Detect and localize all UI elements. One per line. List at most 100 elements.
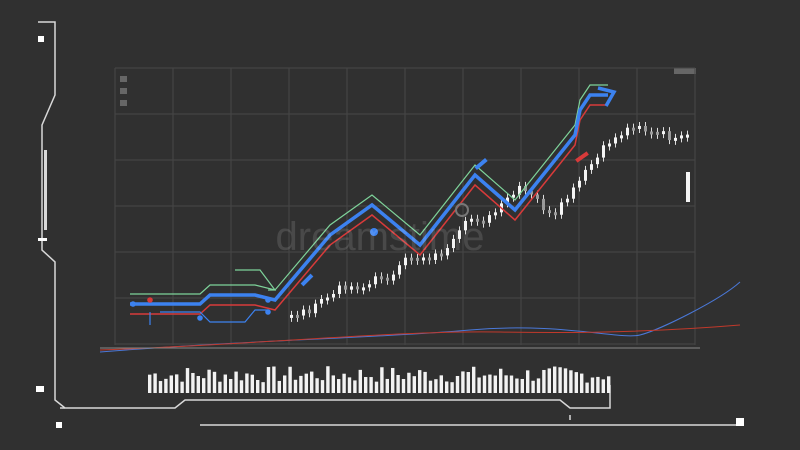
volume-bar bbox=[590, 377, 595, 393]
volume-bar bbox=[185, 368, 190, 393]
volume-bar bbox=[445, 381, 449, 393]
frame bbox=[38, 21, 611, 409]
volume-bar bbox=[596, 376, 600, 393]
candle-body bbox=[638, 125, 641, 129]
volume-bar bbox=[542, 369, 546, 393]
volume-bar bbox=[304, 373, 308, 393]
candle-body bbox=[344, 285, 347, 290]
candle-body bbox=[308, 309, 311, 314]
node bbox=[265, 309, 271, 315]
volume-bar bbox=[331, 375, 335, 393]
candle-body bbox=[566, 198, 569, 203]
candle-body bbox=[398, 265, 401, 275]
volume-bar bbox=[245, 373, 249, 393]
candle-body bbox=[560, 202, 563, 215]
volume-bar bbox=[504, 375, 508, 393]
candle-body bbox=[494, 212, 497, 216]
candle-body bbox=[362, 287, 365, 291]
candle-body bbox=[596, 157, 599, 165]
volume-bar bbox=[520, 378, 524, 393]
frame-dot bbox=[38, 238, 47, 241]
volume-bar bbox=[547, 368, 551, 393]
candle-body bbox=[506, 197, 509, 204]
candle-body bbox=[332, 293, 335, 298]
candle-body bbox=[302, 309, 305, 316]
candle-body bbox=[674, 137, 677, 141]
volume-bar bbox=[526, 370, 530, 393]
volume-bar bbox=[164, 378, 168, 393]
volume-bar bbox=[563, 368, 568, 393]
candle-body bbox=[662, 131, 665, 135]
candle-body bbox=[296, 314, 299, 318]
node bbox=[455, 203, 469, 217]
accent bbox=[300, 273, 314, 287]
candle-body bbox=[578, 180, 581, 188]
watermark: dreamstime bbox=[276, 215, 485, 259]
volume-bar bbox=[239, 380, 244, 393]
volume-bar bbox=[482, 375, 487, 393]
volume-bar bbox=[202, 378, 206, 393]
frame-slider bbox=[44, 150, 47, 230]
volume-bar bbox=[380, 367, 384, 393]
candle-body bbox=[650, 131, 653, 135]
volume-bar bbox=[466, 372, 470, 393]
volume-bar bbox=[223, 374, 227, 393]
candle-body bbox=[452, 238, 455, 249]
volume-bar bbox=[434, 379, 438, 393]
volume-bar bbox=[347, 377, 352, 393]
candle-body bbox=[392, 274, 395, 281]
node bbox=[265, 297, 271, 303]
volume-bar bbox=[374, 381, 379, 393]
candle-body bbox=[518, 185, 521, 195]
node bbox=[197, 315, 203, 321]
candle-body bbox=[602, 145, 605, 158]
volume-bar bbox=[293, 379, 298, 393]
volume-bar bbox=[180, 381, 184, 393]
volume-bar bbox=[553, 366, 557, 393]
volume-bar bbox=[277, 380, 281, 393]
candle-body bbox=[374, 276, 377, 285]
candle-body bbox=[320, 298, 323, 304]
grid bbox=[114, 67, 696, 345]
candle-body bbox=[614, 137, 617, 144]
volume-bar bbox=[256, 380, 260, 393]
volume-bar bbox=[158, 381, 163, 393]
panel-icon bbox=[120, 100, 127, 106]
arrow-line bbox=[130, 93, 608, 306]
volume-bar bbox=[412, 376, 416, 393]
volume-bar bbox=[601, 379, 605, 393]
volume-bar bbox=[283, 375, 287, 393]
volume-bar bbox=[472, 366, 476, 393]
volume-bar bbox=[407, 372, 411, 393]
volume-bar bbox=[153, 373, 157, 393]
volume-bar bbox=[391, 367, 395, 393]
volume-bar bbox=[196, 376, 200, 393]
volume-bar bbox=[439, 375, 443, 393]
candle-body bbox=[428, 257, 431, 261]
frame-dot bbox=[56, 422, 62, 428]
candle-body bbox=[686, 134, 689, 138]
volume-bar bbox=[461, 371, 465, 393]
candle-body bbox=[422, 257, 425, 261]
frame-dot bbox=[736, 418, 744, 426]
volume-bar bbox=[401, 378, 406, 393]
candle-body bbox=[350, 286, 353, 290]
candle-body bbox=[632, 127, 635, 131]
volume-bar bbox=[358, 369, 362, 393]
node bbox=[147, 297, 153, 303]
circuit bbox=[235, 269, 277, 291]
candle-body bbox=[476, 218, 479, 222]
volume-bar bbox=[428, 380, 433, 393]
volume-bar bbox=[148, 374, 152, 393]
volume-bar bbox=[531, 380, 535, 393]
candle-body bbox=[626, 127, 629, 136]
frame bbox=[60, 407, 740, 426]
candle-body bbox=[530, 191, 533, 195]
candle-body bbox=[458, 230, 461, 239]
volume-bar bbox=[353, 380, 357, 393]
candle-body bbox=[482, 220, 485, 224]
candle-body bbox=[644, 125, 647, 132]
candle-body bbox=[446, 248, 449, 256]
